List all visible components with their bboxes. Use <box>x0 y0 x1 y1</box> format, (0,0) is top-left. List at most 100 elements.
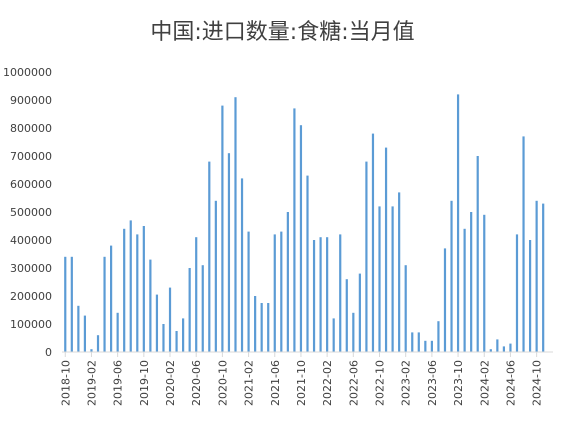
bar-2024-04 <box>496 339 499 352</box>
y-tick-label: 500000 <box>10 206 52 219</box>
bar-2021-10 <box>299 125 303 352</box>
bar-2021-03 <box>254 296 257 352</box>
bar-2022-02 <box>326 237 329 352</box>
bar-2024-01 <box>476 156 479 352</box>
bar-2021-11 <box>306 175 309 352</box>
bar-2023-01 <box>398 192 401 352</box>
bar-2019-04 <box>103 256 106 352</box>
y-axis-tick-labels: 0 100000 200000 300000 400000 500000 600000 700… <box>3 66 52 359</box>
bar-2021-04 <box>260 303 263 352</box>
x-axis-ticks <box>64 352 538 357</box>
bar-2021-05 <box>267 303 270 352</box>
bar-2022-12 <box>391 206 394 352</box>
bar-2023-09 <box>450 200 453 352</box>
x-tick-label: 2024-10 <box>531 360 544 406</box>
y-tick-label: 400000 <box>10 234 52 247</box>
bar-2019-12 <box>155 294 159 352</box>
bar-2019-09 <box>136 234 139 352</box>
y-tick-label: 100000 <box>10 318 52 331</box>
bar-2021-02 <box>247 231 250 352</box>
bar-2020-01 <box>162 324 165 352</box>
bar-2024-06 <box>509 343 512 352</box>
bar-2024-08 <box>522 136 525 352</box>
y-tick-label: 1000000 <box>3 66 52 79</box>
x-tick-label: 2023-10 <box>452 360 465 406</box>
bar-2020-11 <box>227 153 231 352</box>
bar-2024-10 <box>535 200 538 352</box>
bar-2023-10 <box>456 94 460 353</box>
y-tick-label: 700000 <box>10 150 52 163</box>
bar-2020-05 <box>188 268 191 352</box>
bar-2019-07 <box>123 228 126 352</box>
bar-2024-05 <box>502 346 505 352</box>
bar-2022-08 <box>365 161 368 352</box>
y-tick-label: 800000 <box>10 122 52 135</box>
bar-2020-04 <box>182 318 185 352</box>
bar-2024-11 <box>542 203 545 352</box>
y-tick-label: 300000 <box>10 262 52 275</box>
bar-2024-07 <box>515 234 519 352</box>
bar-2019-11 <box>149 259 152 352</box>
bar-2019-03 <box>96 335 100 352</box>
bar-2020-08 <box>208 161 211 352</box>
bar-2019-08 <box>129 220 132 352</box>
bar-2018-12 <box>77 305 80 352</box>
y-tick-label: 0 <box>45 346 52 359</box>
bar-2021-08 <box>286 212 289 352</box>
x-tick-label: 2022-02 <box>321 360 334 406</box>
x-tick-label: 2023-06 <box>426 360 439 406</box>
bar-2020-09 <box>214 200 217 352</box>
bar-2019-02 <box>90 349 93 352</box>
bar-2023-05 <box>424 340 427 352</box>
bar-2022-03 <box>332 318 335 352</box>
bar-2020-02 <box>168 287 172 352</box>
bar-2023-07 <box>437 321 440 352</box>
bar-2022-09 <box>371 133 375 352</box>
y-tick-label: 900000 <box>10 94 52 107</box>
x-tick-label: 2019-06 <box>112 360 125 406</box>
bar-2020-10 <box>221 105 224 352</box>
y-tick-label: 600000 <box>10 178 52 191</box>
bar-2022-04 <box>339 234 342 352</box>
bar-2022-11 <box>384 147 388 352</box>
x-tick-label: 2021-06 <box>269 360 282 406</box>
bar-2023-12 <box>470 212 473 352</box>
bar-2018-11 <box>70 256 73 352</box>
bar-2019-05 <box>110 245 113 352</box>
bar-2022-10 <box>378 206 381 352</box>
bar-2023-11 <box>463 228 466 352</box>
bar-2023-03 <box>411 332 414 352</box>
bars-group <box>64 94 545 353</box>
bar-2021-12 <box>312 240 316 352</box>
bar-2023-08 <box>443 248 447 352</box>
x-tick-label: 2019-02 <box>85 360 98 406</box>
x-tick-label: 2022-06 <box>347 360 360 406</box>
bar-2023-02 <box>404 265 407 352</box>
x-tick-label: 2024-06 <box>504 360 517 406</box>
bar-2022-05 <box>345 279 348 352</box>
x-tick-label: 2020-10 <box>216 360 229 406</box>
bar-2020-12 <box>234 97 237 352</box>
x-tick-label: 2022-10 <box>374 360 387 406</box>
x-tick-label: 2023-02 <box>400 360 413 406</box>
bar-2021-09 <box>293 108 296 353</box>
bar-2019-06 <box>116 312 119 352</box>
bar-2021-06 <box>273 234 276 352</box>
bar-2023-04 <box>417 332 420 352</box>
bar-2019-10 <box>142 226 145 352</box>
x-tick-label: 2024-02 <box>478 360 491 406</box>
bar-2020-03 <box>175 331 178 352</box>
x-tick-label: 2020-06 <box>190 360 203 406</box>
bar-2021-01 <box>240 178 244 352</box>
bar-2024-02 <box>483 214 486 352</box>
chart-title: 中国:进口数量:食糖:当月值 <box>150 20 415 45</box>
bar-2021-07 <box>280 231 283 352</box>
x-tick-label: 2018-10 <box>59 360 72 406</box>
x-axis-tick-labels: 2018-10 2019-02 2019-06 2019-10 2020-02 2020-… <box>59 360 543 406</box>
bar-2020-06 <box>195 237 198 352</box>
bar-2023-06 <box>430 340 433 352</box>
x-tick-label: 2021-02 <box>243 360 256 406</box>
bar-2024-03 <box>489 349 492 352</box>
